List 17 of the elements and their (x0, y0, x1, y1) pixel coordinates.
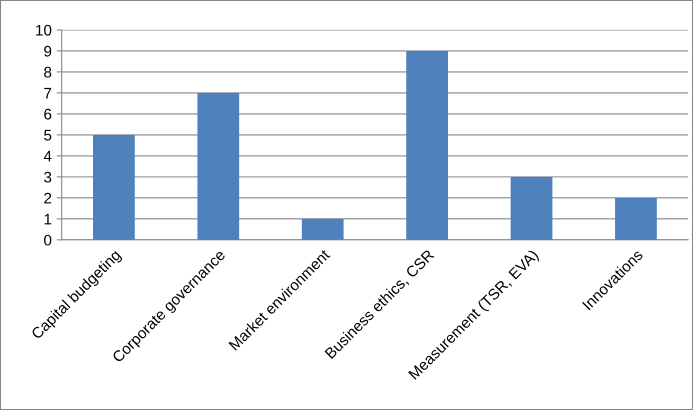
y-tick-label: 10 (36, 24, 52, 36)
y-tick-label: 2 (44, 192, 52, 204)
y-tick-label: 0 (44, 234, 52, 246)
y-tick-label: 9 (44, 46, 52, 57)
bar (197, 92, 240, 240)
y-tick-label: 8 (44, 66, 52, 78)
bar (510, 176, 552, 240)
y-tick-label: 6 (44, 108, 52, 120)
y-tick-label: 3 (44, 172, 52, 183)
y-tick-label: 1 (44, 214, 52, 224)
bar (406, 50, 448, 240)
y-tick-label: 4 (44, 150, 52, 162)
bar (615, 198, 657, 240)
y-tick-label: 7 (44, 88, 52, 98)
bar (302, 218, 344, 240)
bar (93, 134, 135, 240)
y-tick-label: 5 (44, 130, 52, 141)
